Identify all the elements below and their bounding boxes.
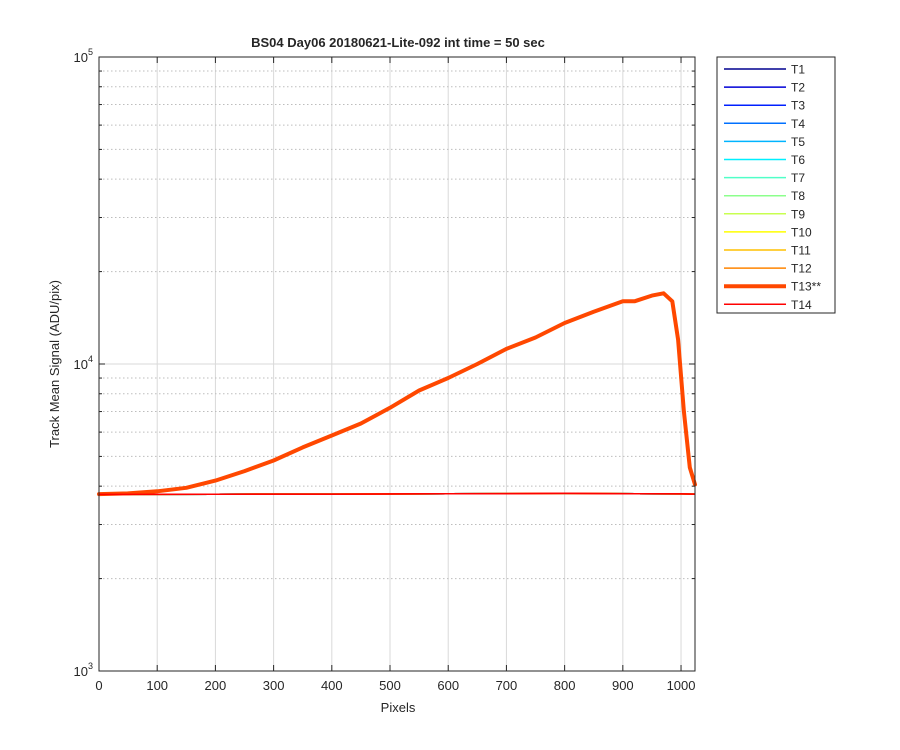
x-tick-labels: 0 100 200 300 400 500 600 700 800 900 1000 [95,678,695,693]
legend-label: T8 [791,189,805,203]
legend-label: T12 [791,262,812,276]
y-tick-exponent: 3 [88,661,93,671]
y-tick-base: 10 [74,664,88,679]
legend-label: T14 [791,298,812,312]
y-tick-label: 103 [74,661,93,679]
legend-label: T1 [791,63,805,77]
legend-label: T7 [791,171,805,185]
legend-label: T10 [791,225,812,239]
y-tick-exponent: 4 [88,354,93,364]
x-tick-label: 1000 [667,678,696,693]
x-tick-label: 400 [321,678,343,693]
x-tick-label: 300 [263,678,285,693]
legend-label: T4 [791,117,805,131]
x-tick-label: 700 [496,678,518,693]
y-axis-label: Track Mean Signal (ADU/pix) [47,280,62,448]
series-line-t13-highlight [97,291,697,497]
legend-label: T3 [791,99,805,113]
x-tick-label: 0 [95,678,102,693]
series-lines [97,291,697,497]
y-tick-exponent: 5 [88,47,93,57]
x-tick-label: 800 [554,678,576,693]
y-tick-base: 10 [74,357,88,372]
legend-label: T9 [791,207,805,221]
y-tick-label: 105 [74,47,93,65]
x-tick-label: 500 [379,678,401,693]
legend-label: T5 [791,135,805,149]
x-tick-label: 200 [205,678,227,693]
x-tick-label: 100 [146,678,168,693]
y-tick-label: 104 [74,354,93,372]
grid-lines [99,57,695,671]
legend-items: T1 T2 T3 T4 T5 T6 T7 T8 T9 T10 T11 T12 T13** T14 [724,63,821,312]
legend: T1 T2 T3 T4 T5 T6 T7 T8 T9 T10 T11 T12 T13** T14 [716,56,836,314]
legend-label: T13** [791,280,821,294]
x-tick-label: 900 [612,678,634,693]
legend-label: T2 [791,81,805,95]
y-tick-base: 10 [74,50,88,65]
tick-marks [98,56,695,672]
chart-title: BS04 Day06 20180621-Lite-092 int time = … [251,35,545,50]
x-axis-label: Pixels [381,700,416,715]
series-line-t14-top [98,492,696,496]
legend-box [716,56,836,314]
plot-area [97,56,697,672]
legend-label: T11 [791,244,811,258]
x-tick-label: 600 [437,678,459,693]
legend-label: T6 [791,153,805,167]
